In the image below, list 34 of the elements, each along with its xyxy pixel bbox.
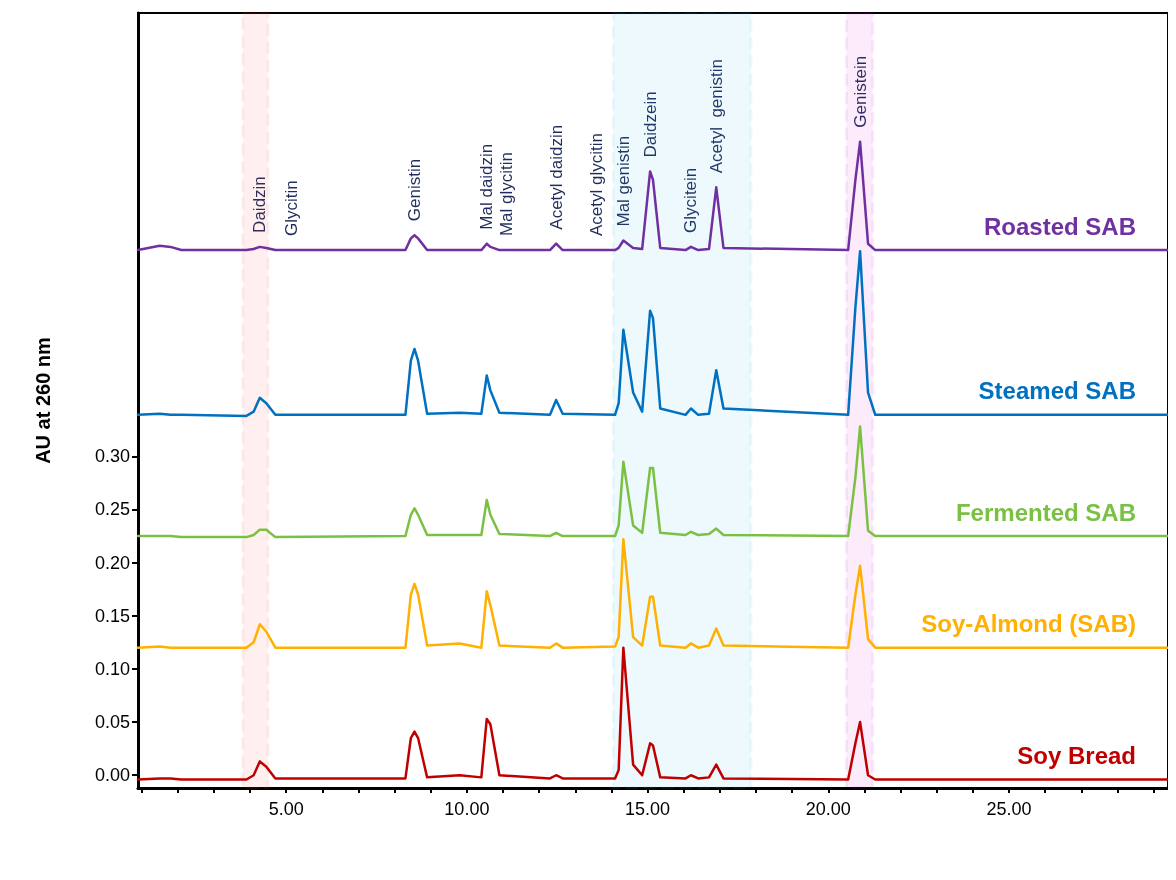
series-label: Fermented SAB	[955, 498, 1136, 526]
series-label: Steamed SAB	[978, 377, 1136, 405]
y-tick-label: 0.00	[94, 765, 130, 786]
y-tick-label: 0.30	[94, 446, 130, 467]
series-label: Roasted SAB	[983, 212, 1136, 240]
annotation: Glycitein	[681, 167, 701, 233]
y-tick-label: 0.25	[94, 499, 130, 520]
line-series	[136, 537, 1168, 649]
y-tick-label: 0.10	[94, 658, 130, 679]
annotation: Mal daidzin	[477, 143, 497, 230]
annotation: Mal glycitin	[497, 151, 517, 237]
annotation: Genistin	[404, 158, 424, 222]
x-tick-label: 15.00	[625, 799, 671, 819]
annotation: Acetyl genistin	[706, 59, 726, 174]
y-axis-title: AU at 260 nm	[32, 337, 54, 464]
series-label: Soy Bread	[1017, 742, 1136, 769]
y-tick-label: 0.05	[94, 712, 130, 733]
y-tick-label: 0.20	[94, 552, 130, 573]
line-series	[136, 425, 1168, 539]
annotation: Acetyl glycitin	[587, 133, 607, 237]
annotation: Daidzin	[250, 176, 270, 233]
annotation: Mal genistin	[613, 135, 633, 227]
x-tick-label: 25.00	[986, 799, 1032, 819]
line-series	[136, 646, 1168, 781]
y-tick-label: 0.15	[94, 605, 130, 626]
line-series	[136, 249, 1168, 418]
annotation: Acetyl daidzin	[546, 124, 566, 230]
annotation: Daidzein	[640, 91, 660, 158]
x-tick-label: 5.00	[268, 799, 304, 819]
annotation: Glycitin	[282, 180, 302, 237]
x-tick-label: 20.00	[805, 799, 851, 819]
annotation: Genistein	[850, 55, 870, 128]
series-label: Soy-Almond (SAB)	[921, 610, 1136, 638]
x-tick-label: 10.00	[444, 799, 490, 819]
